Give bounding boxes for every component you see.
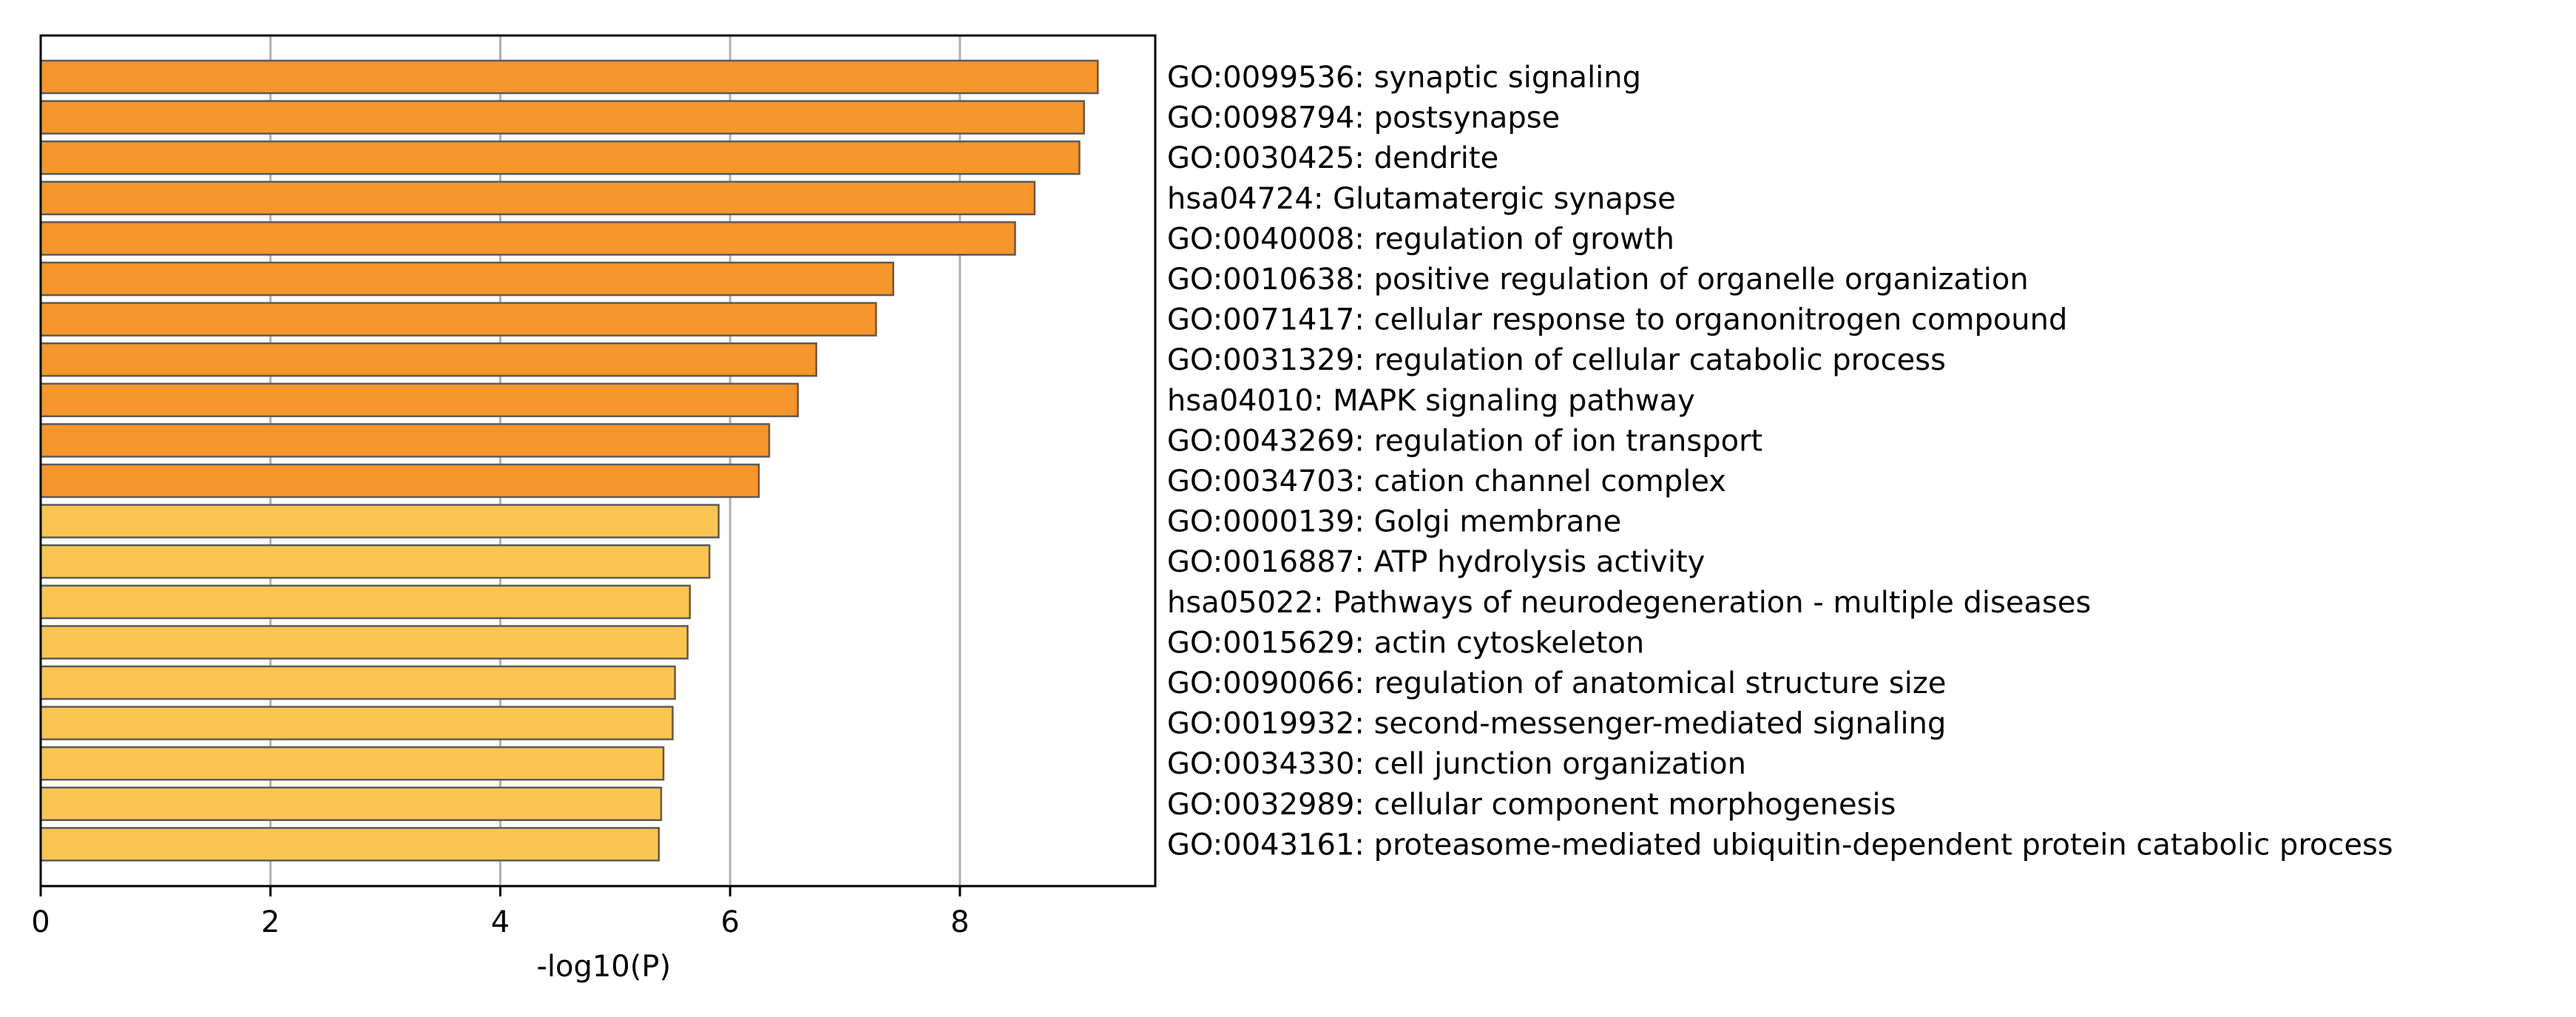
category-label: GO:0034703: cation channel complex [1167,464,1726,499]
category-label: GO:0099536: synaptic signaling [1167,61,1641,95]
category-label: GO:0010638: positive regulation of organ… [1167,263,2029,297]
bar [39,544,711,579]
bar [39,302,877,337]
bar [39,423,771,458]
bar [39,706,674,740]
bar [39,342,817,377]
category-label: GO:0043161: proteasome-mediated ubiquiti… [1167,828,2393,862]
bar [39,504,720,538]
category-label: GO:0090066: regulation of anatomical str… [1167,666,1946,700]
category-label: hsa04010: MAPK signaling pathway [1167,384,1695,418]
bar [39,625,689,660]
category-label: GO:0071417: cellular response to organon… [1167,303,2067,337]
bar [39,584,692,620]
bar [39,827,660,862]
x-tick-label: 0 [31,905,50,939]
bar [39,665,676,700]
bar [39,463,760,499]
category-label: hsa04724: Glutamatergic synapse [1167,182,1676,216]
category-labels: GO:0099536: synaptic signaling GO:0098794… [1167,61,2393,862]
category-label: GO:0031329: regulation of cellular catab… [1167,343,1946,377]
x-tick-label: 2 [261,905,280,939]
category-label: GO:0000139: Golgi membrane [1167,505,1621,539]
category-label: GO:0098794: postsynapse [1167,101,1560,135]
category-label: GO:0015629: actin cytoskeleton [1167,626,1644,660]
x-tick-label: 6 [720,905,739,939]
x-axis-label: -log10(P) [536,950,671,984]
category-label: GO:0034330: cell junction organization [1167,747,1746,781]
bar [39,221,1016,256]
bar [39,746,665,781]
bar [39,382,799,418]
category-label: GO:0032989: cellular component morphogen… [1167,788,1896,822]
bar [39,261,895,297]
bar [39,786,663,822]
bar [39,140,1081,175]
bar [39,100,1085,135]
bars [39,59,1099,862]
bar [39,59,1099,95]
x-tick-label: 8 [950,905,969,939]
plot-frame [39,34,1157,888]
category-label: GO:0019932: second-messenger-mediated si… [1167,707,1946,741]
category-label: GO:0016887: ATP hydrolysis activity [1167,545,1705,579]
category-label: hsa05022: Pathways of neurodegeneration … [1167,586,2091,620]
bar [39,180,1036,216]
x-tick-label: 4 [491,905,510,939]
x-axis-ticks: 0 2 4 6 8 [31,886,970,939]
category-label: GO:0043269: regulation of ion transport [1167,424,1762,458]
grid-lines [269,36,961,886]
category-label: GO:0040008: regulation of growth [1167,222,1674,256]
category-label: GO:0030425: dendrite [1167,141,1498,175]
